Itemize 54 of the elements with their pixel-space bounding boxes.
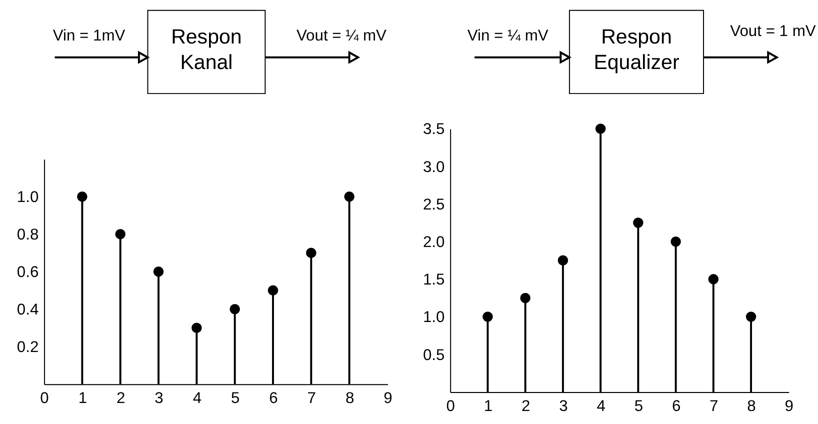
y-tick-label: 0.5 [422, 346, 446, 364]
point [595, 124, 606, 134]
point [708, 274, 719, 284]
y-tick-label: 1.0 [16, 189, 39, 206]
point [268, 285, 278, 296]
x-tick-label: 5 [230, 390, 240, 408]
point [192, 322, 202, 334]
x-tick-label: 8 [345, 390, 354, 408]
x-tick-label: 2 [116, 390, 126, 408]
point [558, 255, 568, 266]
y-tick-label: 0.2 [16, 339, 39, 356]
text: Vout = ¼ mV [296, 28, 388, 45]
point [115, 229, 126, 240]
text: Respon Kanal [171, 26, 242, 74]
y-tick-label: 2.0 [422, 234, 446, 251]
y-tick-label: 0.8 [16, 226, 39, 244]
x-tick-label: 6 [672, 398, 681, 416]
x-tick-label: 3 [559, 398, 568, 416]
text: Respon Equalizer [594, 26, 680, 74]
y-tick-label: 2.5 [422, 196, 446, 214]
y-tick-label: 1.0 [422, 309, 446, 326]
point [344, 192, 354, 202]
point [77, 192, 88, 202]
x-tick-label: 1 [78, 390, 88, 408]
x-tick-label: 9 [384, 390, 392, 408]
x-tick-label: 5 [634, 398, 644, 416]
point [306, 248, 316, 258]
y-tick-label: 1.5 [422, 272, 446, 289]
y-tick-label: 3.0 [422, 158, 446, 176]
point [520, 292, 530, 304]
point [153, 266, 164, 277]
x-tick-label: 0 [446, 398, 456, 416]
point [633, 218, 644, 228]
x-tick-label: 4 [192, 390, 202, 408]
text: Vin = ¼ mV [467, 28, 549, 45]
point [670, 236, 681, 247]
y-tick-label: 3.5 [422, 121, 446, 138]
x-tick-label: 0 [40, 390, 50, 408]
x-tick-label: 7 [710, 398, 718, 416]
point [482, 312, 493, 322]
x-tick-label: 9 [784, 398, 794, 416]
x-tick-label: 2 [521, 398, 530, 416]
point [746, 312, 756, 322]
y-tick-label: 0.6 [16, 264, 39, 282]
text: Vout = 1 mV [730, 22, 816, 40]
x-tick-label: 8 [747, 398, 756, 416]
x-tick-label: 4 [596, 398, 606, 416]
text: Vin = 1mV [52, 28, 126, 45]
x-tick-label: 6 [269, 390, 278, 408]
x-tick-label: 3 [154, 390, 164, 408]
x-tick-label: 1 [484, 398, 493, 416]
point [230, 304, 240, 314]
x-tick-label: 7 [307, 390, 316, 408]
y-tick-label: 0.4 [16, 302, 39, 319]
